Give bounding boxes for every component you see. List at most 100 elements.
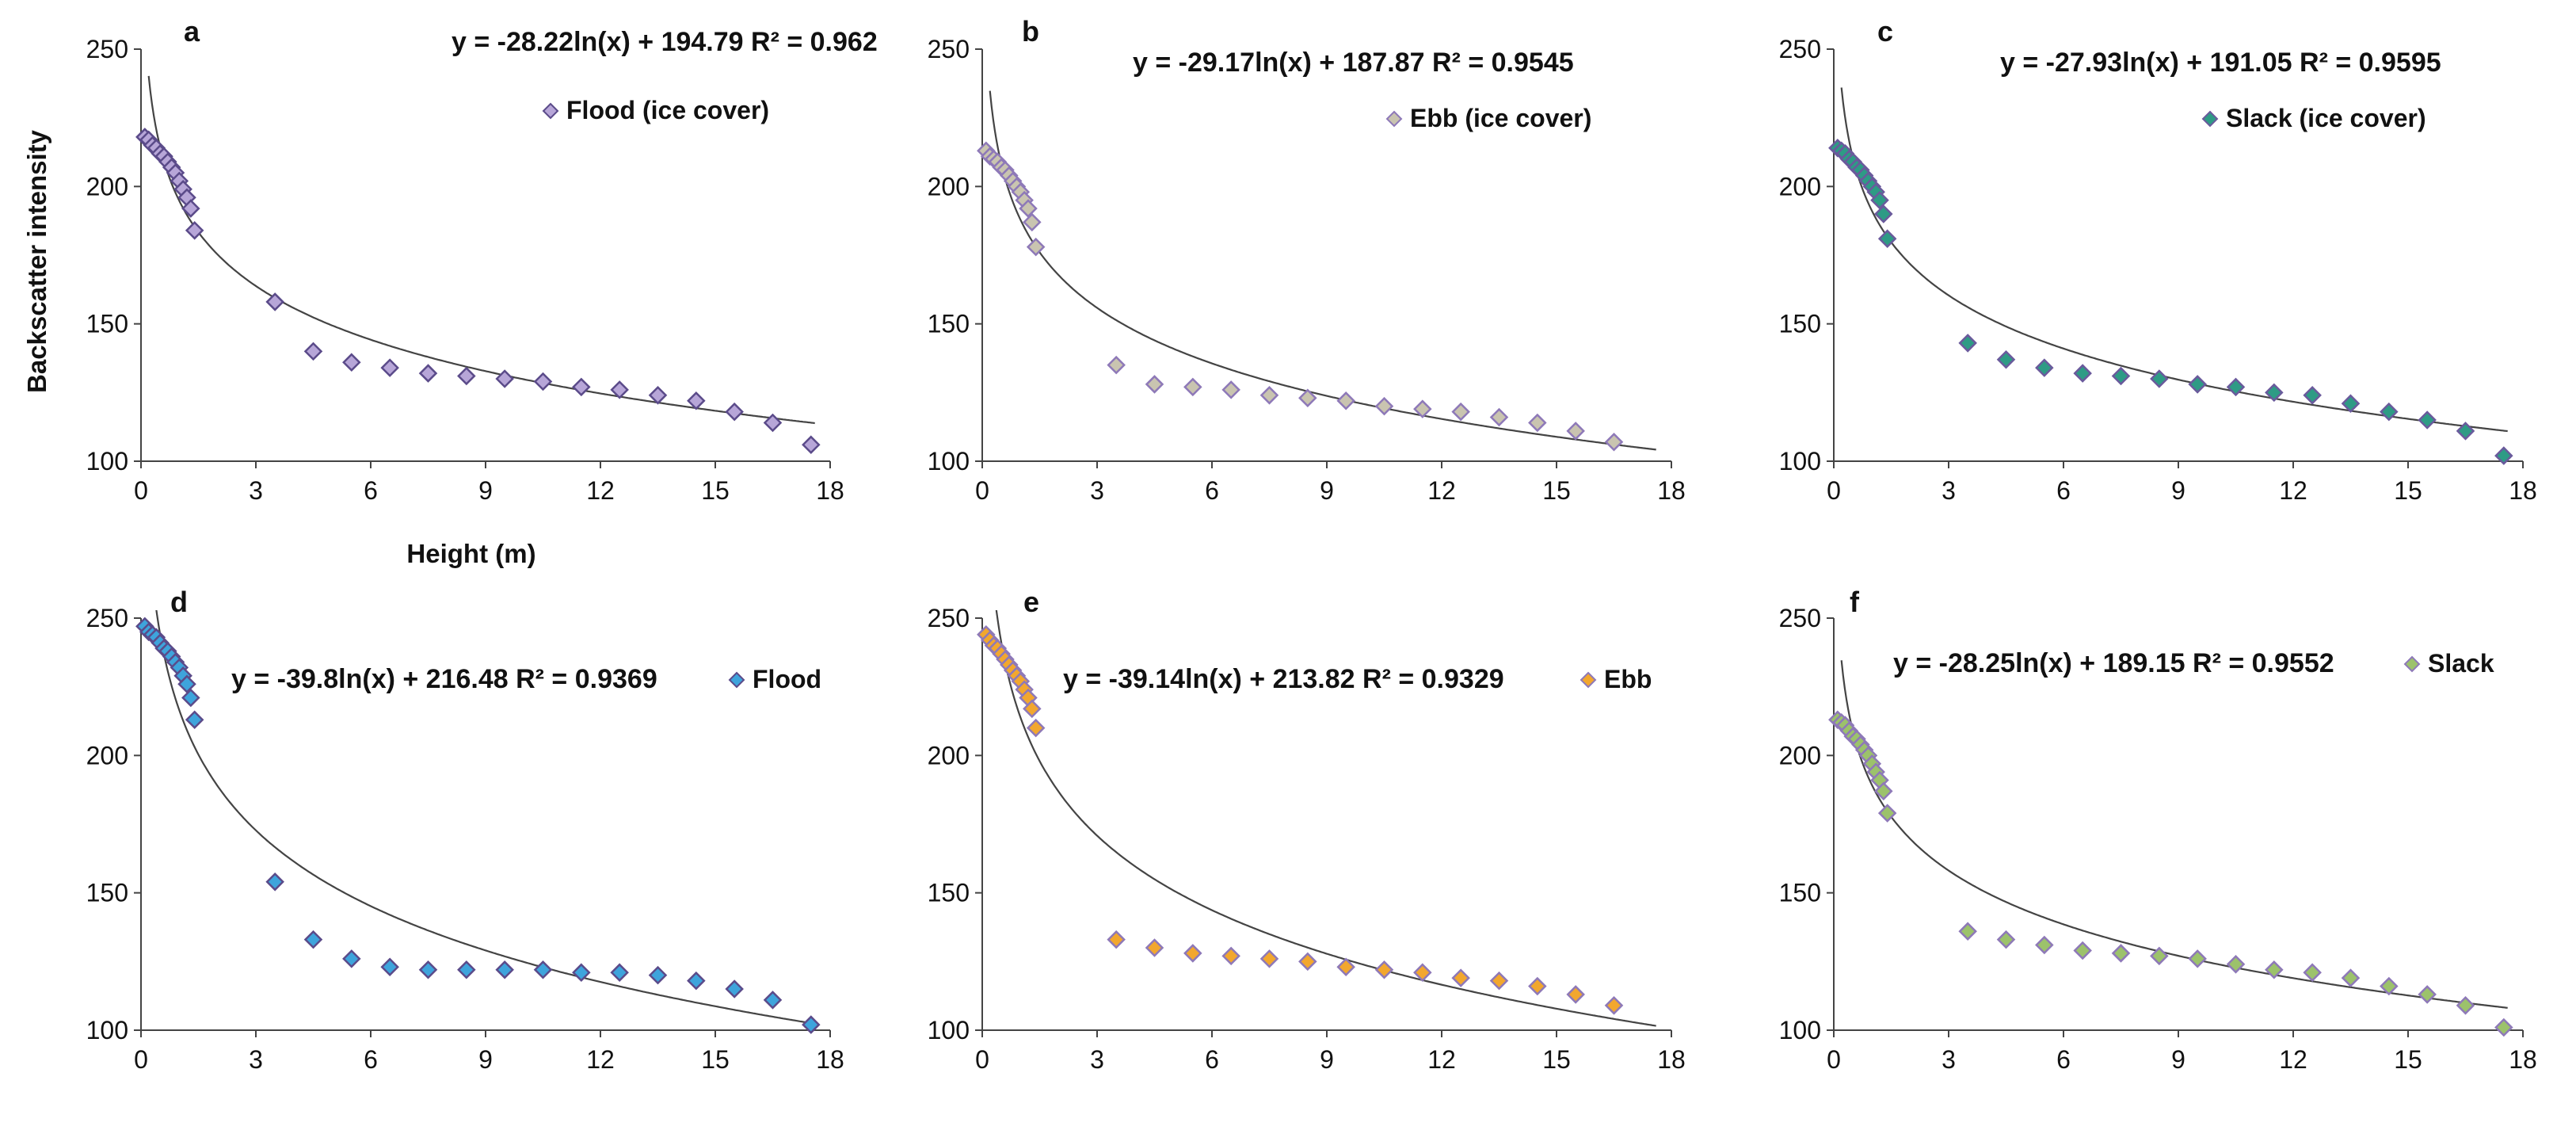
data-point [303,342,323,361]
data-point [1528,413,1547,433]
legend-label: Ebb (ice cover) [1410,104,1591,132]
data-point [2150,946,2169,966]
data-point [572,377,591,397]
data-point [2188,375,2207,394]
data-point [185,710,204,730]
data-point [2111,366,2131,386]
x-tick-label: 9 [1320,476,1334,505]
x-tick-label: 6 [1205,476,1219,505]
x-tick-label: 15 [2394,1045,2422,1074]
data-point [2380,402,2399,422]
data-point [1298,952,1317,972]
data-point [802,1015,821,1034]
x-tick-label: 12 [2279,476,2307,505]
panel-b: 100 150 200 250 0 3 6 9 12 15 18 b y = -29.17ln(x) +… [928,15,1686,505]
x-tick-label: 6 [1205,1045,1219,1074]
data-point [265,872,284,892]
data-point [572,963,591,982]
trend-equation: y = -39.8ln(x) + 216.48 R² = 0.9369 [231,664,657,694]
data-point [457,366,476,386]
data-point [648,965,668,985]
data-point [648,386,668,405]
panel-label: e [1023,586,1039,618]
data-point [2265,383,2284,403]
x-tick-label: 18 [816,1045,844,1074]
data-point [2073,364,2092,383]
y-tick-label: 150 [1779,310,1821,338]
data-point [725,979,744,998]
data-point [1107,930,1126,949]
data-point [495,369,514,388]
y-tick-label: 200 [86,172,128,200]
data-point [2418,410,2437,430]
panel-label: b [1022,15,1039,48]
data-point [2265,960,2284,979]
data-point [1528,976,1547,996]
legend-marker [1580,671,1597,689]
data-point [2226,955,2246,974]
data-point [2418,985,2437,1004]
data-point [2303,963,2322,982]
data-point [1874,781,1893,801]
data-point [2494,1018,2513,1037]
y-tick-label: 150 [86,879,128,907]
data-point [1259,386,1279,405]
data-point [2035,935,2054,955]
data-point [610,380,629,399]
data-point [1877,229,1897,248]
data-point [181,688,200,708]
data-point [1259,949,1279,968]
y-axis-title: Backscatter intensity [22,129,51,393]
data-point [1489,407,1509,427]
data-point [1374,960,1394,979]
data-point [185,221,204,240]
x-tick-label: 18 [2509,1045,2537,1074]
trend-line [155,610,815,1025]
x-tick-label: 12 [2279,1045,2307,1074]
x-tick-label: 3 [1942,476,1956,505]
data-point [1451,402,1470,422]
data-point [1874,204,1893,223]
x-tick-label: 15 [1542,1045,1571,1074]
data-point [2341,394,2361,413]
x-tick-label: 6 [2056,1045,2071,1074]
y-tick-label: 250 [928,35,970,63]
x-tick-label: 15 [701,1045,730,1074]
y-tick-label: 100 [928,1016,970,1044]
data-point [1023,212,1042,232]
legend-marker [2403,655,2421,673]
data-point [1566,985,1585,1004]
x-tick-label: 12 [1427,476,1456,505]
data-point [2456,996,2475,1015]
data-point [1451,968,1470,987]
legend-marker [542,102,559,120]
data-point [1107,355,1126,375]
data-point [2226,377,2246,397]
trend-line [1840,87,2508,433]
x-tick-label: 3 [249,1045,263,1074]
data-point [1604,996,1624,1015]
data-point [1958,922,1977,941]
legend-label: Flood [753,665,821,693]
x-tick-label: 3 [249,476,263,505]
y-tick-label: 250 [86,35,128,63]
data-point [1336,391,1355,410]
x-tick-label: 0 [134,476,148,505]
data-point [1183,944,1202,963]
data-point [1489,971,1509,991]
y-tick-label: 200 [928,741,970,769]
data-point [725,402,744,422]
data-point [1413,399,1432,418]
data-point [2035,358,2054,377]
data-point [1019,199,1038,218]
data-point [1145,375,1164,394]
y-tick-label: 100 [1779,447,1821,475]
data-point [1958,334,1977,353]
data-point [265,292,284,311]
trend-line [989,90,1656,451]
x-tick-label: 3 [1090,1045,1104,1074]
x-tick-label: 15 [701,476,730,505]
data-point [177,674,196,693]
data-point [342,949,361,968]
x-tick-label: 0 [1827,476,1841,505]
